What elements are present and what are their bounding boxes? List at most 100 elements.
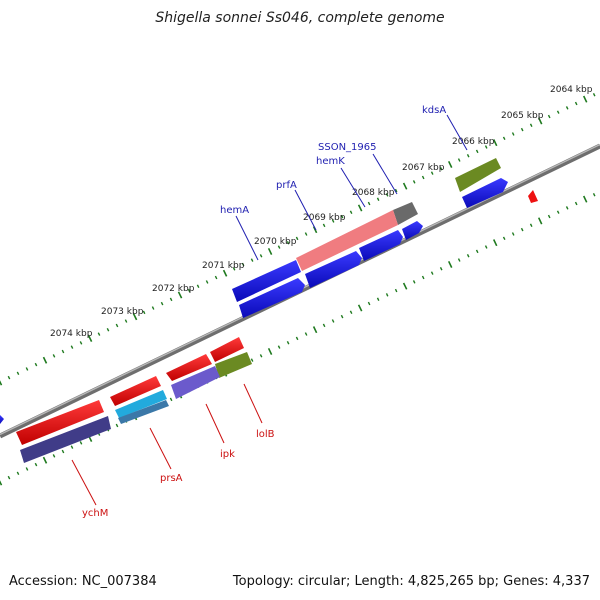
gene-label-kdsA: kdsA [422, 105, 446, 116]
ruler-tick [132, 313, 138, 321]
ruler-tick [0, 480, 3, 486]
ruler-tick [511, 132, 515, 136]
accession-text: Accession: NC_007384 [9, 574, 157, 589]
ruler-tick [367, 201, 371, 206]
ruler-tick [34, 462, 38, 467]
feature-red [110, 376, 161, 406]
feature-blue [305, 251, 362, 288]
ruler-tick [196, 284, 200, 289]
ruler-tick [142, 310, 146, 315]
ruler-tick [592, 92, 596, 97]
ruler-tick [574, 101, 578, 106]
ruler-tick [340, 214, 344, 219]
feature-cyan [115, 390, 167, 418]
ruler-tick [259, 254, 263, 258]
ruler-label-2068: 2068 kbp [352, 188, 395, 198]
ruler-tick [250, 258, 254, 262]
ruler-tick [16, 371, 20, 376]
ruler-tick [97, 332, 101, 336]
ruler-tick [520, 127, 524, 132]
ruler-tick [502, 136, 506, 141]
ruler-tick [466, 153, 470, 158]
ruler-tick [151, 306, 155, 310]
ruler-tick [232, 267, 236, 271]
ruler-tick [42, 456, 48, 464]
ruler-tick [115, 423, 119, 428]
ruler-tick [214, 275, 218, 280]
ruler-tick [340, 314, 344, 319]
ruler-tick [124, 319, 128, 323]
ruler-tick [582, 95, 588, 103]
feature-blue [402, 221, 423, 240]
ruler-tick [312, 226, 318, 234]
ruler-tick [439, 166, 443, 171]
ruler-tick [439, 266, 443, 271]
ruler-tick [520, 227, 524, 232]
ruler-tick [304, 332, 308, 336]
feature-gray [393, 202, 418, 225]
ruler-tick [529, 123, 533, 128]
ruler-tick [259, 354, 263, 358]
ruler-tick [475, 149, 479, 154]
ruler-label-2067: 2067 kbp [402, 163, 445, 173]
ruler-tick [277, 245, 281, 249]
ruler-tick [447, 260, 453, 268]
ruler-tick [267, 247, 273, 255]
ruler-tick [160, 301, 164, 306]
ruler-label-2071: 2071 kbp [202, 261, 245, 271]
ruler-tick [565, 206, 569, 210]
ruler-tick [52, 354, 56, 358]
ruler-tick [25, 367, 29, 371]
ruler-ticks-upper [0, 92, 596, 386]
ruler-tick [205, 280, 209, 284]
ruler-tick [457, 158, 461, 162]
ruler-tick [492, 239, 498, 247]
ruler-tick [556, 110, 560, 114]
ruler-tick [286, 340, 290, 345]
ruler-tick [331, 219, 335, 223]
ruler-label-2064: 2064 kbp [550, 85, 593, 95]
ruler-tick [421, 275, 425, 280]
ruler-tick [357, 304, 363, 312]
ruler-tick [475, 249, 479, 254]
labels-lower: lolB ipk prsA ychM [71, 383, 275, 519]
ruler-tick [592, 192, 596, 197]
feature-purple [171, 366, 220, 399]
ruler-tick [187, 288, 191, 293]
ruler-tick [402, 182, 408, 190]
ruler-tick [582, 195, 588, 203]
ruler-tick [42, 356, 48, 364]
ruler-tick [484, 145, 488, 149]
ruler-tick [492, 139, 498, 147]
feature-navy [20, 416, 111, 463]
ruler-label-2069: 2069 kbp [303, 213, 346, 223]
ruler-tick [385, 293, 389, 297]
ruler-tick [430, 171, 434, 175]
ruler-tick [79, 341, 83, 345]
gene-label-prsA: prsA [160, 473, 183, 484]
ruler-tick [286, 240, 290, 245]
ruler-label-2072: 2072 kbp [152, 284, 195, 294]
feature-blue [359, 230, 403, 261]
ruler-tick [457, 258, 461, 262]
ruler-tick [529, 223, 533, 228]
ruler-tick [70, 345, 74, 349]
ruler-tick [421, 175, 425, 180]
ruler-tick [222, 269, 228, 277]
features-lower [0, 190, 538, 463]
ruler-tick [376, 297, 380, 301]
ruler-tick [177, 291, 183, 299]
topology-text: Topology: circular; Length: 4,825,265 bp… [232, 574, 590, 589]
ruler-label-2065: 2065 kbp [501, 111, 544, 121]
ruler-tick [52, 454, 56, 458]
ruler-tick [304, 232, 308, 236]
ruler-tick [537, 117, 543, 125]
ruler-tick [412, 180, 416, 184]
feature-red [16, 400, 104, 445]
ruler-tick [0, 380, 3, 386]
feature-blue-edge [0, 415, 4, 424]
ruler-tick [466, 253, 470, 258]
feature-pink [296, 210, 398, 271]
ruler-tick [547, 214, 551, 219]
